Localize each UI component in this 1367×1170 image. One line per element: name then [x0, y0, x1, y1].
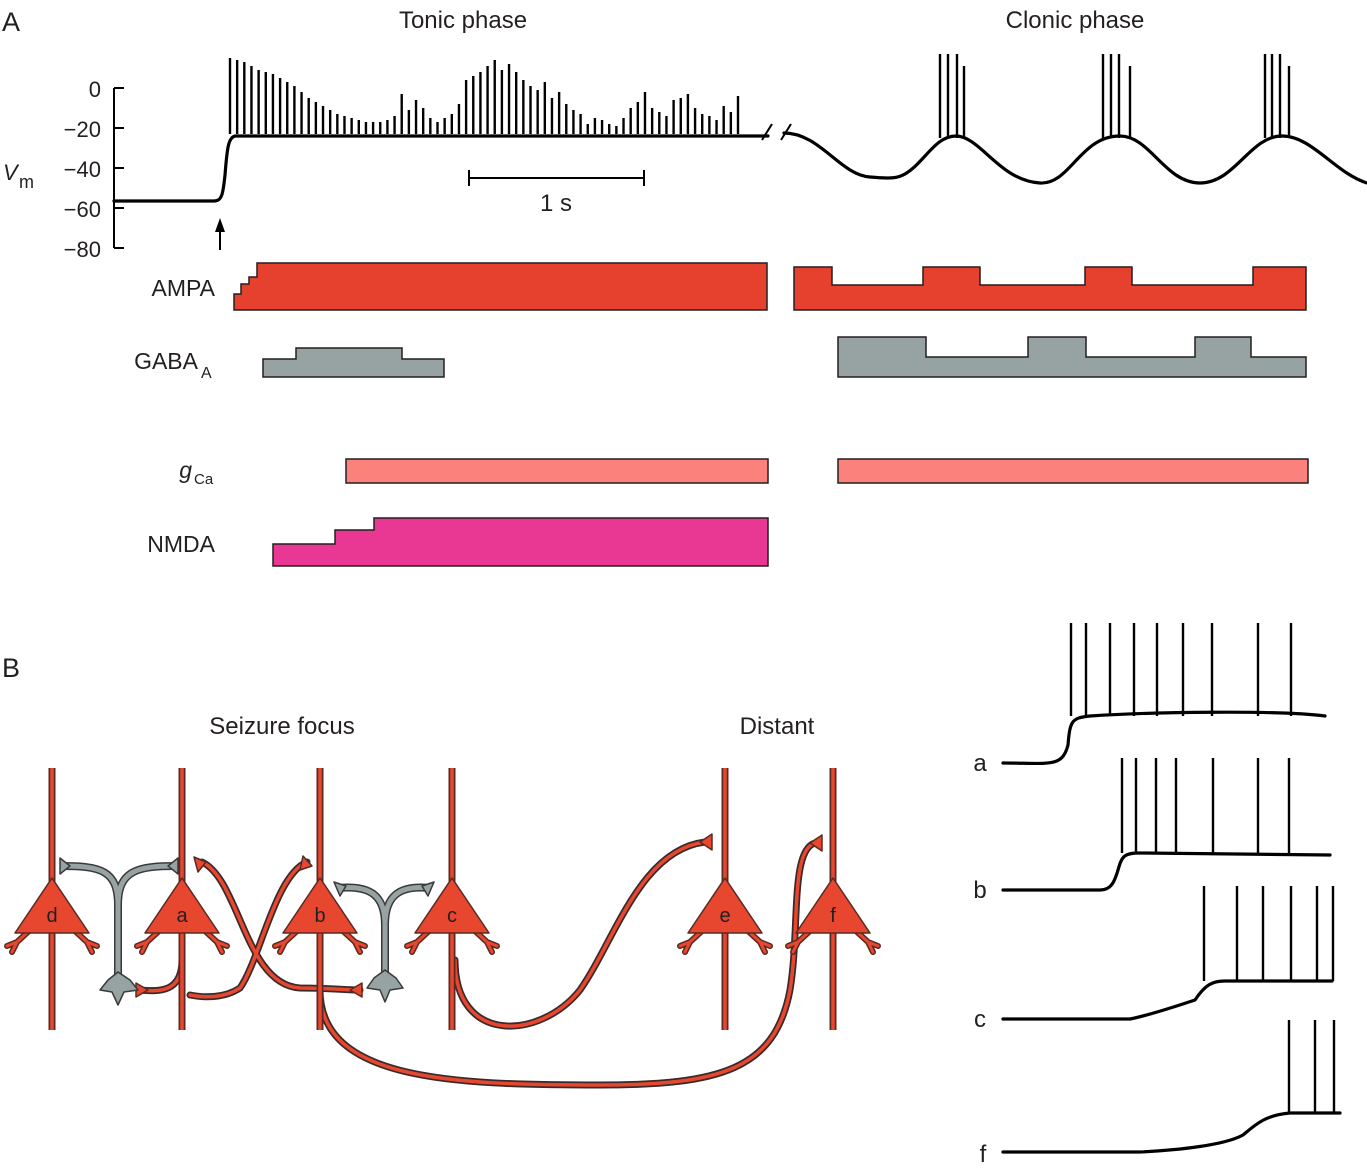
neuron-a — [134, 768, 230, 1030]
excitatory-axons-fill — [138, 840, 817, 1087]
y-axis-label: V — [3, 160, 20, 185]
tonic-spikes — [228, 58, 740, 134]
cell-trace-spikes — [1069, 623, 1336, 1113]
neuron-label-f: f — [830, 905, 836, 927]
tonic-phase-label: Tonic phase — [399, 7, 527, 34]
neuron-soma — [14, 877, 90, 934]
seizure-focus-label: Seizure focus — [209, 713, 354, 740]
trace-label-b: b — [973, 877, 986, 904]
neuron-soma — [144, 877, 220, 934]
neuron-soma — [687, 877, 763, 934]
neuron-d — [4, 768, 100, 1030]
tonic-voltage-trace — [112, 134, 770, 203]
neuron-soma — [282, 877, 358, 934]
clonic-phase-label: Clonic phase — [1006, 7, 1145, 34]
panel-b-label: B — [2, 653, 20, 683]
gca-label: g — [179, 457, 192, 483]
gca-bar-tonic — [345, 458, 769, 484]
neuron-label-c: c — [447, 905, 457, 927]
panel-a-label: A — [2, 7, 20, 37]
y-tick-minus80: −80 — [64, 237, 101, 262]
gaba-label: GABA — [134, 348, 199, 374]
scale-bar — [468, 170, 645, 186]
neuron-label-d: d — [46, 905, 57, 927]
vm-axis — [113, 87, 124, 249]
neuron-soma — [414, 877, 490, 934]
scale-bar-label: 1 s — [540, 190, 572, 217]
y-tick-minus20: −20 — [64, 117, 101, 142]
neuron-e — [677, 768, 773, 1030]
trace-f-baseline — [1001, 1111, 1342, 1154]
trace-label-c: c — [974, 1006, 986, 1033]
neuron-label-b: b — [314, 905, 325, 927]
trace-c-baseline — [1001, 979, 1334, 1021]
ampa-bar-tonic — [233, 262, 768, 311]
y-tick-0: 0 — [89, 77, 101, 102]
trace-label-a: a — [973, 750, 987, 777]
trace-label-f: f — [980, 1141, 987, 1168]
gca-bar-clonic — [837, 458, 1309, 484]
y-tick-minus60: −60 — [64, 197, 101, 222]
nmda-bar — [272, 517, 769, 567]
y-axis-label-sub: m — [19, 172, 34, 192]
interneuron-right — [333, 881, 435, 1003]
clonic-spikes — [938, 54, 1291, 138]
gca-label-sub: Ca — [194, 471, 214, 488]
ampa-bar-clonic — [793, 266, 1307, 311]
excitatory-terminals — [135, 833, 823, 998]
excitatory-axons — [136, 838, 819, 1089]
stimulus-arrow — [215, 218, 225, 250]
gaba-bar-clonic — [837, 336, 1307, 378]
y-tick-minus40: −40 — [64, 157, 101, 182]
neuron-f — [785, 768, 881, 1030]
clonic-voltage-trace — [782, 131, 1367, 185]
gaba-label-sub: A — [201, 365, 212, 382]
cell-traces — [1001, 623, 1342, 1154]
nmda-label: NMDA — [147, 531, 215, 557]
neuron-label-a: a — [176, 905, 188, 927]
ampa-label: AMPA — [152, 275, 216, 301]
neuron-soma — [795, 877, 871, 934]
gaba-bar-tonic — [262, 347, 445, 378]
distant-label: Distant — [740, 713, 815, 740]
trace-b-baseline — [1001, 851, 1332, 892]
neuron-b — [272, 768, 368, 1030]
neuron-label-e: e — [719, 905, 730, 927]
interneuron-left — [59, 857, 179, 1006]
neuron-c — [404, 768, 500, 1030]
trace-a-baseline — [1001, 710, 1327, 766]
